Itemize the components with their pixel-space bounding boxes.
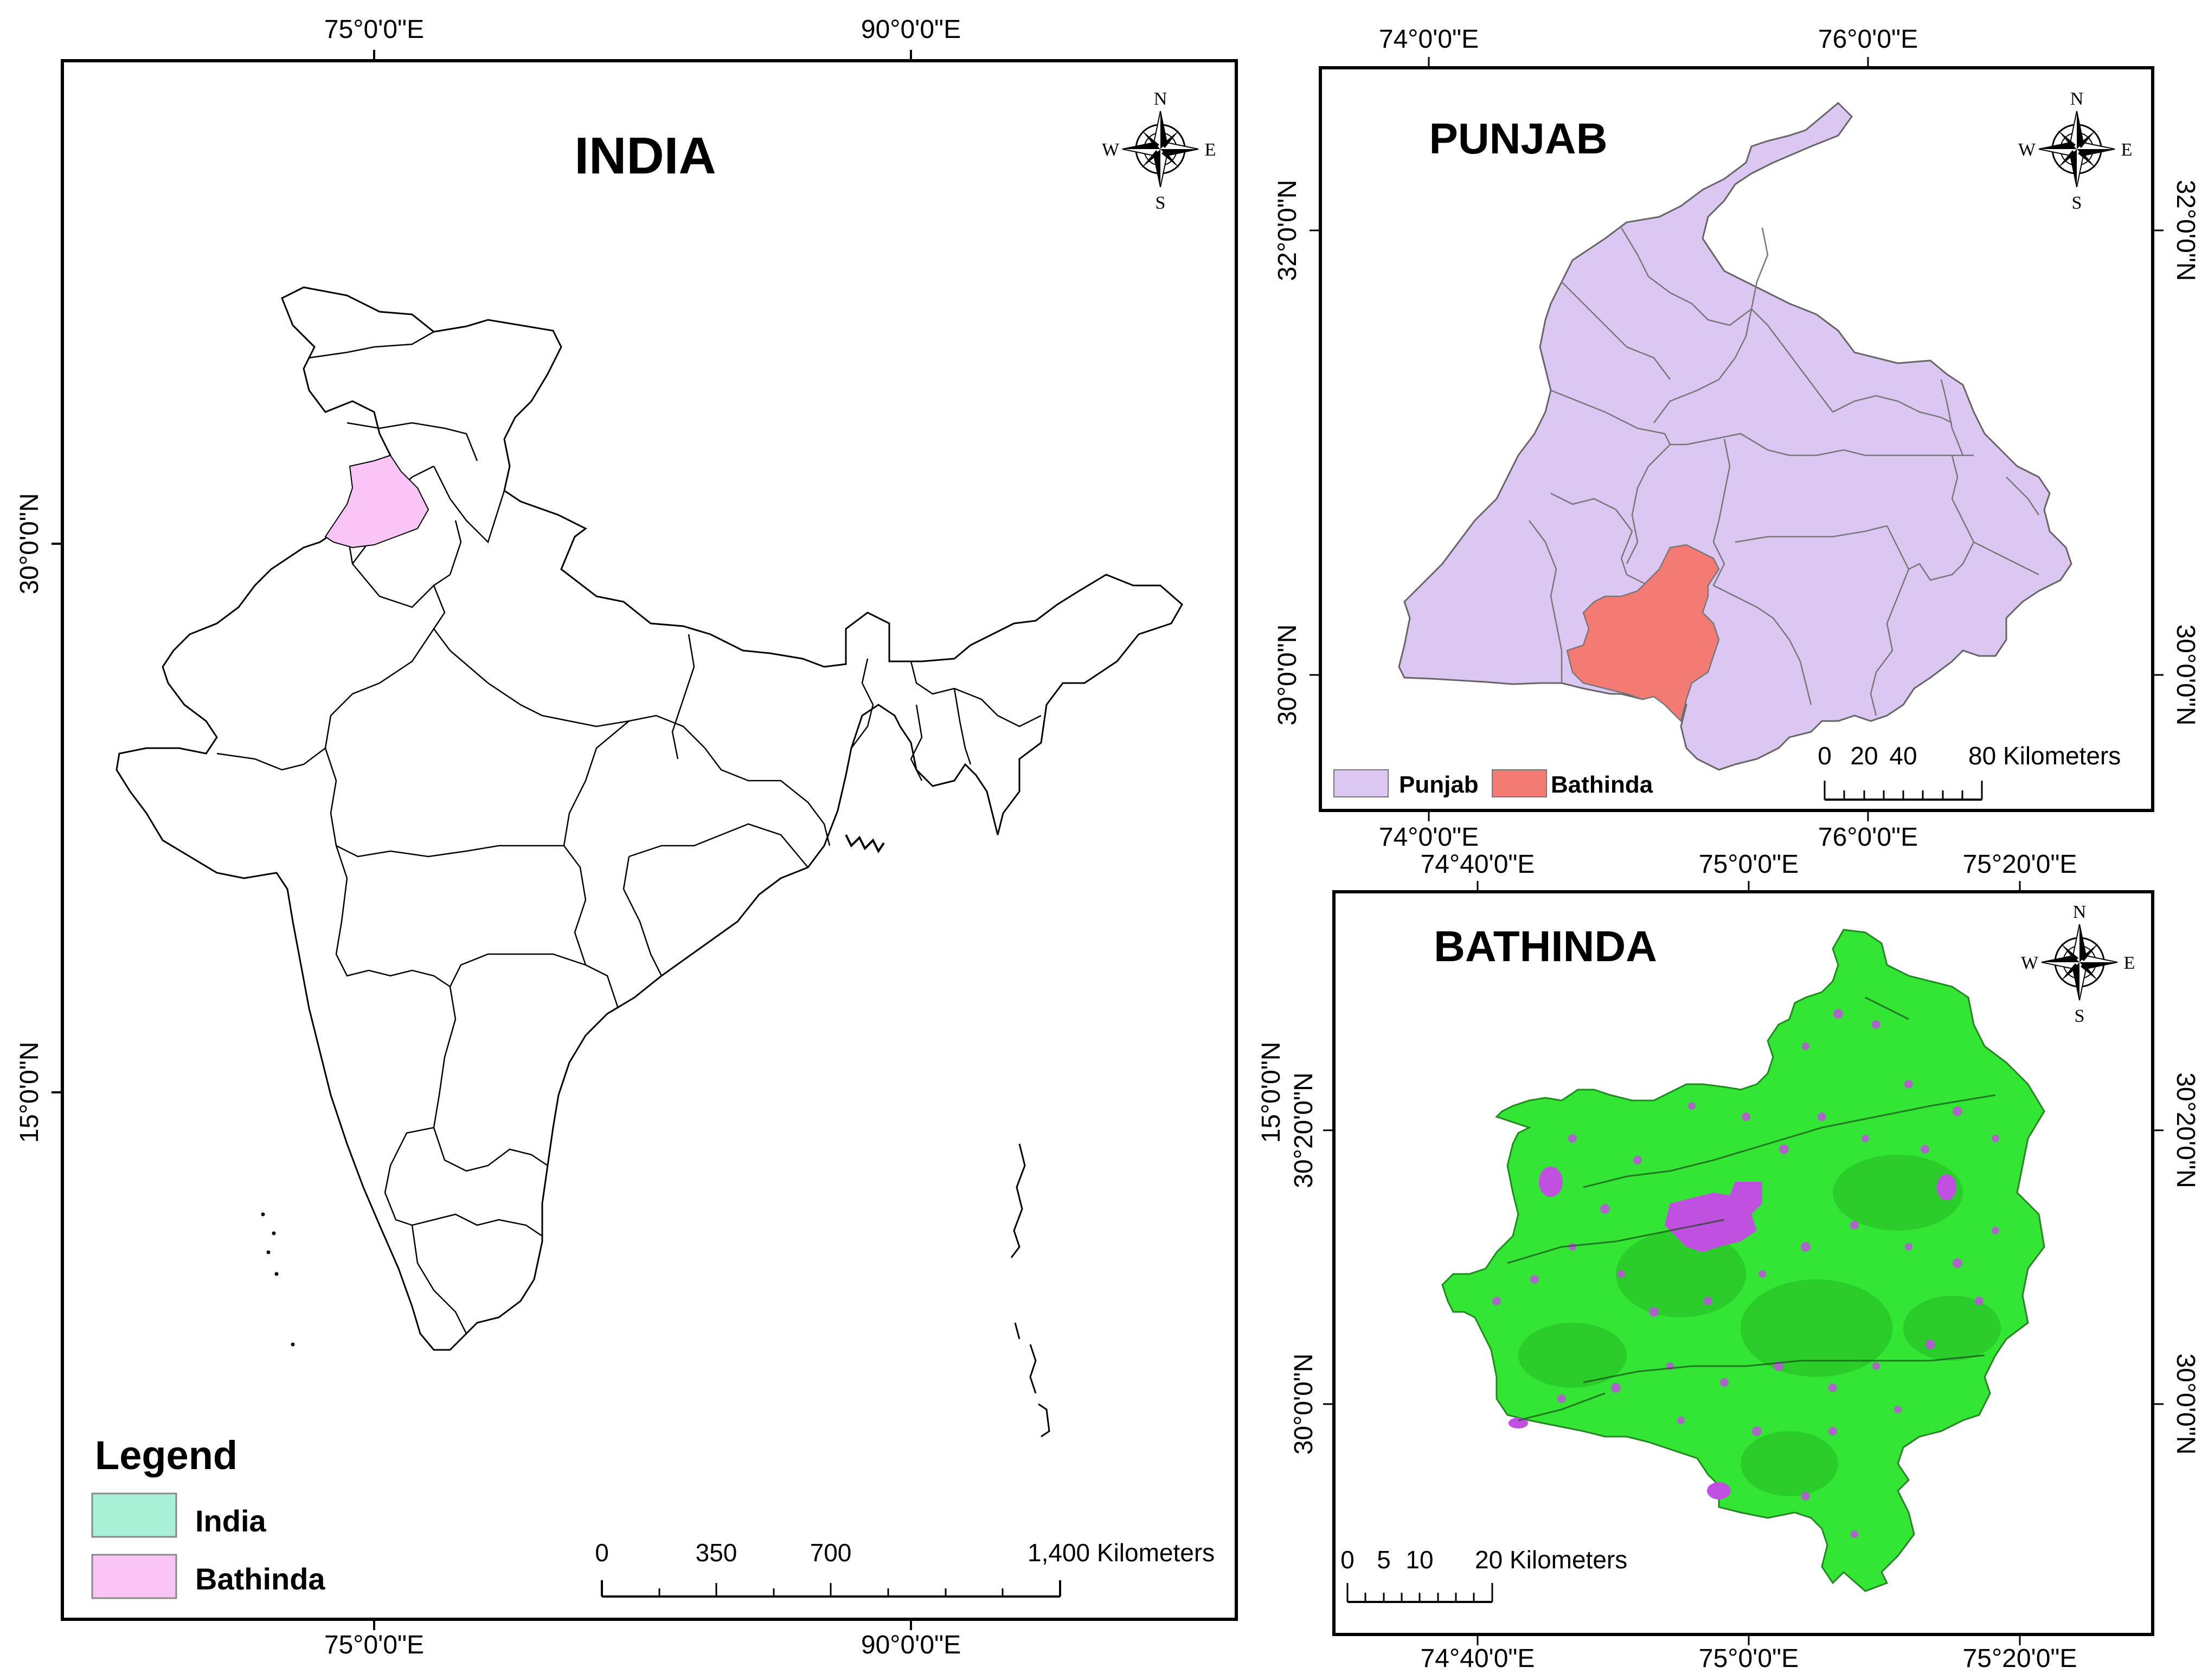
bathinda-scale-10: 10 xyxy=(1405,1546,1433,1574)
punjab-panel: 74°0'0"E 76°0'0"E 74°0'0"E 76°0'0"E 32°0… xyxy=(1273,25,2200,852)
india-scale-1400: 1,400 Kilometers xyxy=(1028,1539,1215,1567)
bathinda-roads xyxy=(1507,996,1996,1421)
india-legend-label-india: India xyxy=(195,1504,267,1538)
india-legend-swatch-bathinda xyxy=(91,1554,177,1599)
punjab-lon-bottom-76: 76°0'0"E xyxy=(1818,823,1918,852)
india-lat-15: 15°0'0"N xyxy=(15,1042,44,1143)
punjab-lon-top-74: 74°0'0"E xyxy=(1379,25,1479,54)
compass-s-label: S xyxy=(1156,193,1166,213)
india-lon-bottom-90: 90°0'0"E xyxy=(861,1631,961,1659)
punjab-scale-40: 40 xyxy=(1889,742,1917,770)
bathinda-compass-icon: N S E W xyxy=(2021,902,2135,1026)
india-legend-heading: Legend xyxy=(95,1433,238,1478)
bathinda-lat-left-3020: 30°20'0"N xyxy=(1289,1072,1318,1188)
compass-e-label: E xyxy=(2121,140,2133,160)
india-title: INDIA xyxy=(574,127,716,185)
india-lon-top-75: 75°0'0"E xyxy=(324,15,424,44)
compass-s-label: S xyxy=(2075,1006,2085,1026)
punjab-scale-bar: 0 20 40 80 Kilometers xyxy=(1818,742,2121,801)
punjab-legend-swatch-bathinda xyxy=(1492,769,1547,797)
compass-e-label: E xyxy=(1205,140,1216,160)
bathinda-lon-bottom-7440: 74°40'0"E xyxy=(1421,1644,1535,1673)
india-outline xyxy=(115,286,1183,1351)
bathinda-lon-top-7500: 75°0'0"E xyxy=(1699,850,1799,879)
india-lat-30: 30°0'0"N xyxy=(15,493,44,595)
india-scale-bar: 0 350 700 1,400 Kilometers xyxy=(595,1539,1215,1598)
bathinda-lat-left-3000: 30°0'0"N xyxy=(1289,1354,1318,1455)
bathinda-title: BATHINDA xyxy=(1434,922,1657,970)
bathinda-lon-bottom-7500: 75°0'0"E xyxy=(1699,1644,1799,1673)
bathinda-lat-left-15: 15°0'0"N xyxy=(1257,1042,1286,1143)
bathinda-urban-areas xyxy=(1509,1167,1956,1499)
compass-e-label: E xyxy=(2124,953,2135,973)
punjab-legend-label-punjab: Punjab xyxy=(1399,771,1479,798)
india-delta-fringe xyxy=(845,834,885,853)
punjab-lat-right-32: 32°0'0"N xyxy=(2171,180,2200,281)
punjab-legend-label-bathinda: Bathinda xyxy=(1551,771,1653,798)
compass-w-label: W xyxy=(1102,140,1120,160)
bathinda-panel: 74°40'0"E 75°0'0"E 75°20'0"E 74°40'0"E 7… xyxy=(1257,850,2200,1673)
india-scale-350: 350 xyxy=(696,1539,737,1567)
bathinda-lat-right-3000: 30°0'0"N xyxy=(2171,1354,2200,1455)
india-lon-top-90: 90°0'0"E xyxy=(861,15,961,44)
india-scale-700: 700 xyxy=(810,1539,852,1567)
bathinda-scale-0: 0 xyxy=(1340,1546,1355,1574)
india-lon-bottom-75: 75°0'0"E xyxy=(324,1631,424,1659)
compass-n-label: N xyxy=(1154,89,1167,109)
punjab-lat-left-30: 30°0'0"N xyxy=(1273,625,1302,726)
bathinda-lat-right-3020: 30°20'0"N xyxy=(2171,1072,2200,1188)
compass-w-label: W xyxy=(2021,953,2039,973)
compass-s-label: S xyxy=(2072,193,2082,213)
bathinda-lon-bottom-7520: 75°20'0"E xyxy=(1963,1644,2077,1673)
punjab-bathinda-district xyxy=(1566,544,1720,723)
punjab-district-boundaries xyxy=(1529,227,2040,716)
india-punjab-highlight xyxy=(324,454,429,549)
india-panel: 75°0'0"E 90°0'0"E 75°0'0"E 90°0'0"E 30°0… xyxy=(15,15,1238,1659)
bathinda-settlement-dots xyxy=(1492,1009,1999,1538)
india-legend-swatch-india xyxy=(91,1492,177,1538)
punjab-lat-left-32: 32°0'0"N xyxy=(1273,180,1302,281)
india-compass-icon: N S E W xyxy=(1102,89,1216,213)
bathinda-lon-top-7520: 75°20'0"E xyxy=(1963,850,2077,879)
india-scale-0: 0 xyxy=(595,1539,609,1567)
punjab-lat-right-30: 30°0'0"N xyxy=(2171,625,2200,726)
india-state-boundaries xyxy=(216,331,1042,1334)
bathinda-lon-top-7440: 74°40'0"E xyxy=(1421,850,1535,879)
bathinda-texture xyxy=(1518,1155,2001,1496)
compass-n-label: N xyxy=(2070,89,2084,109)
punjab-lon-top-76: 76°0'0"E xyxy=(1818,25,1918,54)
punjab-state xyxy=(1398,101,2072,771)
compass-n-label: N xyxy=(2073,902,2087,922)
bathinda-scale-20: 20 Kilometers xyxy=(1475,1546,1627,1574)
punjab-legend-swatch-punjab xyxy=(1333,769,1389,797)
india-legend-label-bathinda: Bathinda xyxy=(195,1562,325,1596)
compass-w-label: W xyxy=(2018,140,2036,160)
punjab-scale-0: 0 xyxy=(1818,742,1832,770)
india-islands xyxy=(261,1143,1050,1438)
punjab-title: PUNJAB xyxy=(1429,114,1608,163)
punjab-compass-icon: N S E W xyxy=(2018,89,2132,213)
punjab-scale-80: 80 Kilometers xyxy=(1968,742,2121,770)
bathinda-district-map xyxy=(1441,929,2045,1592)
bathinda-scale-5: 5 xyxy=(1377,1546,1391,1574)
bathinda-scale-bar: 0 5 10 20 Kilometers xyxy=(1340,1546,1627,1603)
punjab-scale-20: 20 xyxy=(1850,742,1878,770)
punjab-lon-bottom-74: 74°0'0"E xyxy=(1379,823,1479,852)
